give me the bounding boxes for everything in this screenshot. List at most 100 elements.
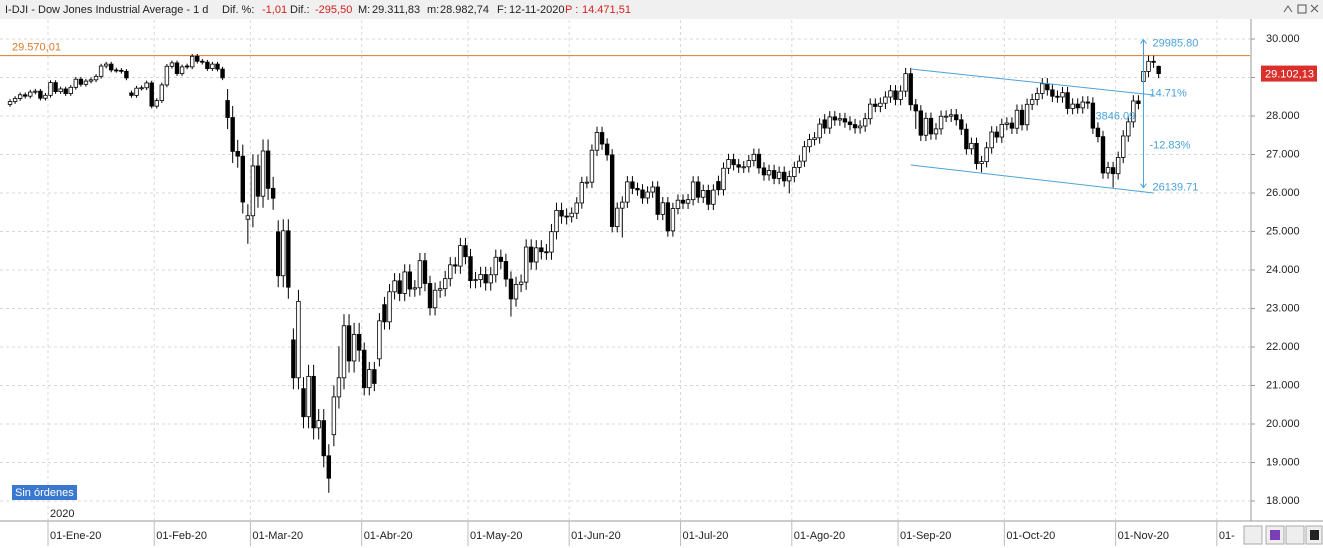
candle-body bbox=[225, 100, 230, 118]
candle-body bbox=[453, 264, 458, 267]
bottom-controls[interactable] bbox=[1243, 525, 1323, 545]
candle-body bbox=[134, 87, 139, 96]
x-tick-label: 01-Jul-20 bbox=[682, 530, 728, 542]
candle-body bbox=[448, 264, 453, 280]
candle-body bbox=[1029, 99, 1035, 105]
button-up[interactable] bbox=[1283, 5, 1293, 13]
stat-value: -295,50 bbox=[315, 4, 352, 16]
candle-body bbox=[68, 86, 73, 94]
candle-body bbox=[235, 150, 240, 157]
candle-body bbox=[589, 149, 595, 183]
x-tick-label: 01-Feb-20 bbox=[156, 530, 207, 542]
candle-body bbox=[200, 60, 205, 63]
candle-body bbox=[1055, 95, 1060, 98]
candle-body bbox=[1121, 135, 1126, 158]
candle-body bbox=[862, 118, 868, 127]
candle-body bbox=[660, 202, 665, 215]
candle-body bbox=[1136, 100, 1141, 104]
candle-body bbox=[1146, 60, 1151, 72]
candle-body bbox=[711, 189, 716, 205]
candle-body bbox=[1004, 122, 1010, 125]
candle-body bbox=[534, 247, 539, 263]
y-tick-label: 19.000 bbox=[1266, 456, 1300, 468]
button-close[interactable] bbox=[1310, 4, 1319, 13]
candle-body bbox=[873, 103, 878, 107]
candle-body bbox=[1115, 156, 1121, 175]
candle-body bbox=[1080, 101, 1085, 109]
stat-value: 14.471,51 bbox=[582, 4, 631, 16]
candle-body bbox=[28, 91, 33, 97]
candle-body bbox=[316, 420, 321, 429]
candle-body bbox=[220, 68, 225, 79]
candle-body bbox=[842, 118, 848, 123]
candle-body bbox=[736, 164, 741, 168]
stat-label: m: bbox=[427, 4, 439, 16]
candle-body bbox=[685, 199, 691, 204]
candle-body bbox=[726, 159, 731, 169]
candle-body bbox=[1085, 101, 1091, 104]
candle-body bbox=[539, 247, 544, 253]
candle-body bbox=[974, 142, 979, 165]
candle-body bbox=[883, 96, 888, 104]
candle-body bbox=[625, 181, 630, 203]
candle-body bbox=[1075, 103, 1080, 109]
candle-body bbox=[508, 278, 514, 300]
y-tick-label: 26.000 bbox=[1266, 187, 1300, 199]
candle-body bbox=[255, 165, 261, 197]
window-controls[interactable] bbox=[1283, 4, 1319, 14]
candle-body bbox=[640, 189, 645, 199]
candle-body bbox=[1035, 93, 1040, 101]
candle-body bbox=[857, 125, 863, 129]
candle-body bbox=[518, 281, 524, 285]
candle-body bbox=[215, 63, 220, 70]
y-tick-label: 27.000 bbox=[1266, 148, 1300, 160]
candle-body bbox=[1009, 122, 1015, 129]
stat-value: 29.311,83 bbox=[372, 4, 420, 16]
candle-body bbox=[670, 208, 676, 232]
candle-body bbox=[488, 274, 493, 284]
candle-body bbox=[645, 191, 650, 199]
candle-body bbox=[437, 288, 443, 291]
candle-body bbox=[326, 455, 332, 479]
candle-body bbox=[1045, 83, 1050, 91]
candle-body bbox=[73, 78, 79, 88]
candle-body bbox=[1151, 60, 1156, 63]
candle-body bbox=[604, 143, 610, 156]
candle-body bbox=[119, 69, 124, 72]
candle-body bbox=[23, 94, 28, 97]
candle-body bbox=[12, 98, 18, 102]
candle-body bbox=[114, 69, 119, 72]
measure-arrow bbox=[1140, 183, 1147, 189]
candle-body bbox=[195, 55, 200, 62]
orders-button[interactable] bbox=[12, 485, 77, 500]
candle-body bbox=[554, 210, 559, 233]
candle-body bbox=[33, 90, 38, 93]
candle-body bbox=[706, 190, 711, 205]
candle-body bbox=[756, 153, 762, 169]
y-tick-label: 21.000 bbox=[1266, 379, 1300, 391]
button-maximize[interactable] bbox=[1297, 4, 1307, 14]
button[interactable] bbox=[1243, 525, 1263, 545]
candle-body bbox=[321, 420, 326, 457]
candle-body bbox=[599, 132, 605, 145]
candle-body bbox=[1090, 102, 1096, 129]
candle-body bbox=[210, 63, 215, 69]
y-tick-label: 20.000 bbox=[1266, 418, 1300, 430]
candle-body bbox=[53, 82, 58, 93]
candle-body bbox=[959, 119, 964, 130]
candle-body bbox=[103, 63, 109, 67]
candle-body bbox=[579, 182, 585, 204]
button-pin[interactable] bbox=[1285, 525, 1305, 545]
x-tick-label: 01-Abr-20 bbox=[364, 530, 413, 542]
measure-low-label: 26139.71 bbox=[1152, 182, 1198, 194]
y-tick-label: 18.000 bbox=[1266, 495, 1300, 507]
candle-body bbox=[139, 87, 144, 90]
x-tick-label: 01-Mar-20 bbox=[252, 530, 303, 542]
candle-body bbox=[154, 100, 159, 107]
candle-body bbox=[1050, 89, 1055, 97]
x-tick-label: 01-Sep-20 bbox=[900, 530, 951, 542]
candle-body bbox=[205, 61, 210, 69]
candle-body bbox=[336, 377, 342, 398]
candle-body bbox=[245, 215, 251, 220]
candle-body bbox=[281, 230, 286, 277]
